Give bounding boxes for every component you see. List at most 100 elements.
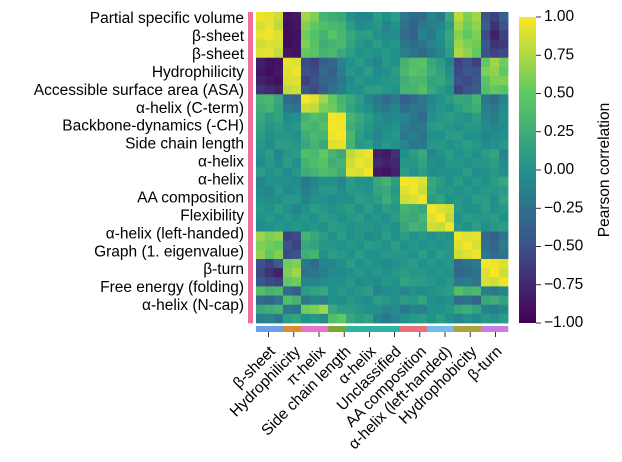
heatmap-cell: [490, 304, 500, 315]
heatmap-cell: [391, 30, 401, 40]
heatmap-cell: [346, 213, 356, 223]
heatmap-cell: [409, 222, 419, 232]
heatmap-cell: [436, 231, 446, 242]
heatmap-cell: [373, 103, 383, 114]
heatmap-cell: [328, 286, 338, 296]
heatmap-cell: [328, 258, 338, 269]
heatmap-cell: [427, 85, 437, 95]
heatmap-cell: [499, 222, 509, 232]
heatmap-cell: [454, 240, 464, 251]
heatmap-cell: [310, 21, 320, 31]
heatmap-cell: [364, 176, 374, 187]
row-group-color: [248, 39, 253, 49]
row-group-color: [248, 231, 253, 241]
heatmap-cell: [490, 277, 500, 287]
heatmap-cell: [391, 277, 401, 287]
heatmap-cell: [427, 121, 437, 132]
heatmap-cell: [328, 76, 338, 86]
heatmap-cell: [256, 48, 266, 59]
heatmap-cell: [418, 185, 428, 196]
heatmap-cell: [400, 112, 410, 123]
heatmap-cell: [445, 222, 455, 232]
heatmap-cell: [472, 121, 482, 132]
heatmap-cell: [346, 268, 356, 278]
heatmap-cell: [382, 158, 392, 168]
heatmap-cell: [463, 121, 473, 132]
heatmap-cell: [481, 57, 491, 68]
heatmap-cell: [265, 39, 275, 49]
heatmap-cell: [490, 94, 500, 104]
heatmap-cell: [391, 48, 401, 59]
heatmap-cell: [481, 304, 491, 315]
heatmap-cell: [409, 313, 419, 324]
heatmap-cell: [364, 85, 374, 95]
heatmap-cell: [364, 57, 374, 68]
heatmap-cell: [436, 313, 446, 324]
column-group-color: [283, 326, 293, 332]
heatmap-cell: [364, 194, 374, 205]
heatmap-cell: [319, 149, 329, 159]
row-group-color: [248, 103, 253, 113]
heatmap-cell: [337, 277, 347, 287]
heatmap-cell: [355, 231, 365, 242]
heatmap-cell: [463, 240, 473, 251]
heatmap-cell: [427, 222, 437, 232]
heatmap-cell: [481, 194, 491, 205]
heatmap-cell: [373, 12, 383, 22]
heatmap-cell: [409, 240, 419, 251]
heatmap-cell: [463, 103, 473, 114]
heatmap-cell: [391, 57, 401, 68]
column-group-color: [265, 326, 275, 332]
heatmap-cell: [310, 12, 320, 22]
heatmap-cell: [418, 149, 428, 159]
heatmap-cell: [445, 258, 455, 269]
heatmap-cell: [256, 167, 266, 178]
y-tick-label: β-turn: [203, 261, 244, 278]
heatmap-cell: [454, 231, 464, 242]
heatmap-cell: [463, 295, 473, 306]
heatmap-cell: [400, 85, 410, 95]
heatmap-cell: [274, 213, 284, 223]
heatmap-cell: [400, 12, 410, 22]
heatmap-cell: [265, 258, 275, 269]
heatmap-cell: [328, 158, 338, 168]
heatmap-cell: [454, 130, 464, 141]
heatmap-cell: [274, 48, 284, 59]
heatmap-cell: [382, 258, 392, 269]
heatmap-cell: [337, 103, 347, 114]
column-group-color: [400, 326, 410, 332]
heatmap-cell: [301, 277, 311, 287]
column-group-color: [445, 326, 455, 332]
heatmap-cell: [364, 130, 374, 141]
heatmap-cell: [292, 286, 302, 296]
heatmap-cell: [283, 277, 293, 287]
heatmap-cell: [256, 268, 266, 278]
column-group-color: [328, 326, 338, 332]
heatmap-cell: [265, 112, 275, 123]
heatmap-cell: [355, 66, 365, 77]
heatmap-cell: [310, 313, 320, 324]
heatmap-cell: [445, 304, 455, 315]
heatmap-cell: [400, 30, 410, 40]
row-group-color: [248, 204, 253, 214]
heatmap-cell: [418, 130, 428, 141]
colorbar-tick-label: 1.00: [544, 8, 575, 25]
heatmap-cell: [418, 204, 428, 214]
heatmap-cell: [301, 103, 311, 114]
heatmap-cell: [364, 140, 374, 150]
heatmap-cell: [472, 76, 482, 86]
heatmap-cell: [274, 295, 284, 306]
heatmap-cell: [337, 57, 347, 68]
heatmap-cell: [292, 194, 302, 205]
heatmap-cell: [265, 130, 275, 141]
heatmap-cell: [256, 295, 266, 306]
heatmap-cell: [346, 121, 356, 132]
heatmap-cell: [373, 258, 383, 269]
heatmap-cell: [382, 194, 392, 205]
heatmap-cell: [391, 167, 401, 178]
heatmap-cell: [409, 57, 419, 68]
heatmap-cell: [337, 30, 347, 40]
column-group-color: [454, 326, 464, 332]
heatmap-cell: [364, 149, 374, 159]
heatmap-cell: [355, 112, 365, 123]
